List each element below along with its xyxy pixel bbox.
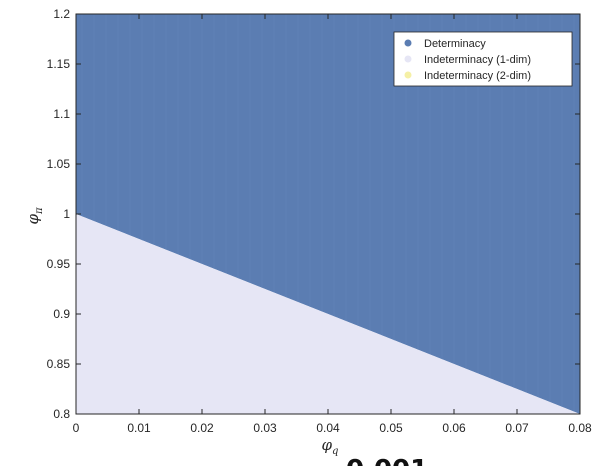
x-tick-label: 0.03 xyxy=(253,421,277,435)
y-axis-ticks: 0.8 0.85 0.9 0.95 1 1.05 1.1 1.15 1.2 xyxy=(47,7,580,421)
legend-entries: Determinacy Indeterminacy (1-dim) Indeterm… xyxy=(404,38,531,82)
y-tick-label: 0.85 xyxy=(47,357,71,371)
legend-label: Indeterminacy (1-dim) xyxy=(424,54,531,66)
x-tick-label: 0.06 xyxy=(442,421,466,435)
region-determinacy xyxy=(76,14,580,414)
y-tick-label: 0.8 xyxy=(53,407,70,421)
legend: Determinacy Indeterminacy (1-dim) Indeterm… xyxy=(393,31,573,87)
y-tick-label: 1 xyxy=(63,207,70,221)
y-tick-label: 0.9 xyxy=(53,307,70,321)
y-tick-label: 1.15 xyxy=(47,57,71,71)
legend-marker xyxy=(404,55,412,63)
x-tick-label: 0.02 xyxy=(190,421,214,435)
x-tick-label: 0.07 xyxy=(505,421,529,435)
x-tick-label: 0.08 xyxy=(568,421,592,435)
legend-marker xyxy=(404,39,412,47)
region-indeterminacy-1dim xyxy=(76,214,580,414)
y-tick-label: 1.05 xyxy=(47,157,71,171)
legend-box xyxy=(393,31,573,87)
y-tick-label: 0.95 xyxy=(47,257,71,271)
overlay-value-text: 0.001 xyxy=(346,455,428,466)
x-tick-label: 0.05 xyxy=(379,421,403,435)
x-tick-label: 0 xyxy=(73,421,80,435)
x-tick-label: 0.04 xyxy=(316,421,340,435)
y-tick-label: 1.2 xyxy=(53,7,70,21)
y-tick-label: 1.1 xyxy=(53,107,70,121)
legend-label: Indeterminacy (2-dim) xyxy=(424,70,531,82)
x-tick-label: 0.01 xyxy=(127,421,151,435)
plot-regions xyxy=(76,14,580,414)
legend-marker xyxy=(404,71,412,79)
x-axis-label: φq xyxy=(322,436,339,457)
y-axis-label: φπ xyxy=(24,207,45,225)
x-axis-ticks: 0 0.01 0.02 0.03 0.04 0.05 0.06 0.07 0.08 xyxy=(73,14,592,435)
legend-label: Determinacy xyxy=(424,38,486,50)
